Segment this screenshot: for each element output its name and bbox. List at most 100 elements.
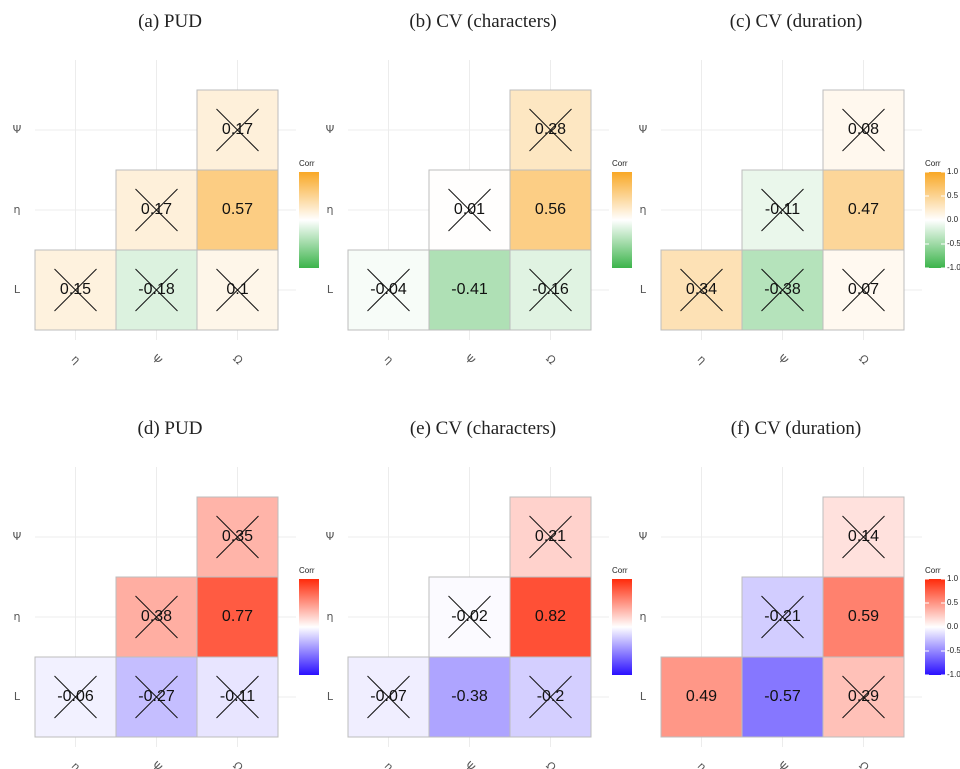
chart-title: (c) CV (duration) — [730, 11, 863, 32]
colorbar — [299, 579, 319, 675]
x-tick-label: Ψ — [462, 759, 478, 769]
chart-title: (b) CV (characters) — [409, 11, 556, 32]
x-tick-label: η — [695, 760, 709, 769]
y-tick-label: Ψ — [13, 123, 22, 136]
cell-label: 0.49 — [686, 688, 717, 705]
cell — [509, 576, 592, 658]
cross — [529, 268, 572, 312]
y-tick-label: Ψ — [639, 530, 648, 543]
y-tick-label: L — [14, 690, 21, 703]
cell-label: -0.41 — [451, 281, 488, 298]
cross — [135, 595, 178, 639]
cell — [509, 169, 592, 251]
legend-title: Corr — [612, 566, 628, 575]
cell-label: 0.59 — [848, 608, 879, 625]
cross — [842, 108, 885, 152]
cell-label: -0.57 — [764, 688, 801, 705]
cross — [448, 595, 491, 639]
cell — [196, 496, 279, 578]
colorbar-tick-label: 0.5 — [947, 191, 959, 200]
y-tick-label: η — [327, 203, 334, 216]
colorbar-tick-label: 1.0 — [947, 167, 959, 176]
colorbar-tick-label: 0.5 — [947, 598, 959, 607]
cell-label: 0.82 — [535, 608, 566, 625]
cross — [216, 268, 259, 312]
cross — [680, 268, 723, 312]
cell — [822, 169, 905, 251]
cross — [842, 515, 885, 559]
cross — [367, 675, 410, 719]
x-tick-label: Ψ — [149, 352, 165, 368]
colorbar — [612, 172, 632, 268]
x-tick-label: Ψ — [775, 759, 791, 769]
x-tick-label: η — [69, 760, 83, 769]
x-tick-label: η — [695, 353, 709, 367]
chart-title: (d) PUD — [138, 418, 203, 439]
x-tick-label: Ω — [230, 759, 245, 769]
x-tick-label: Ψ — [462, 352, 478, 368]
x-tick-label: η — [69, 353, 83, 367]
cell-label: 0.77 — [222, 608, 253, 625]
chart-title: (f) CV (duration) — [731, 418, 862, 439]
cell — [822, 576, 905, 658]
cell-label: 0.56 — [535, 201, 566, 218]
legend-title: Corr — [925, 566, 941, 575]
colorbar — [925, 579, 945, 675]
colorbar — [612, 579, 632, 675]
y-tick-label: η — [14, 203, 21, 216]
cross — [761, 595, 804, 639]
cross — [54, 675, 97, 719]
cross — [216, 675, 259, 719]
x-tick-label: Ω — [543, 352, 558, 367]
colorbar-tick-label: -0.5 — [947, 239, 960, 248]
cross — [135, 188, 178, 232]
cross — [761, 188, 804, 232]
y-tick-label: Ψ — [326, 123, 335, 136]
legend-title: Corr — [612, 159, 628, 168]
legend-title: Corr — [299, 159, 315, 168]
y-tick-label: L — [640, 690, 647, 703]
y-tick-label: Ψ — [13, 530, 22, 543]
colorbar-tick-label: -1.0 — [947, 670, 960, 679]
cross — [216, 108, 259, 152]
colorbar — [299, 172, 319, 268]
colorbar — [925, 172, 945, 268]
cross — [842, 675, 885, 719]
cell — [34, 249, 117, 331]
y-tick-label: η — [640, 610, 647, 623]
cell-label: 0.47 — [848, 201, 879, 218]
cross — [54, 268, 97, 312]
cross — [135, 675, 178, 719]
colorbar-tick-label: 1.0 — [947, 574, 959, 583]
y-tick-label: L — [14, 283, 21, 296]
cross — [529, 108, 572, 152]
cell — [196, 576, 279, 658]
cell-label: 0.57 — [222, 201, 253, 218]
y-tick-label: L — [327, 690, 334, 703]
y-tick-label: η — [14, 610, 21, 623]
cell — [660, 656, 743, 738]
x-tick-label: Ψ — [775, 352, 791, 368]
y-tick-label: Ψ — [639, 123, 648, 136]
cross — [529, 675, 572, 719]
cross — [135, 268, 178, 312]
colorbar-tick-label: 0.0 — [947, 215, 959, 224]
cell-label: -0.38 — [451, 688, 488, 705]
chart-title: (e) CV (characters) — [410, 418, 556, 439]
cross — [216, 515, 259, 559]
colorbar-tick-label: -1.0 — [947, 263, 960, 272]
x-tick-label: Ψ — [149, 759, 165, 769]
cross — [367, 268, 410, 312]
y-tick-label: η — [327, 610, 334, 623]
cell — [347, 249, 430, 331]
x-tick-label: Ω — [856, 352, 871, 367]
x-tick-label: η — [382, 353, 396, 367]
legend-title: Corr — [299, 566, 315, 575]
cell — [196, 169, 279, 251]
x-tick-label: Ω — [230, 352, 245, 367]
cross — [529, 515, 572, 559]
cross — [761, 268, 804, 312]
chart-title: (a) PUD — [138, 11, 202, 32]
cross — [448, 188, 491, 232]
